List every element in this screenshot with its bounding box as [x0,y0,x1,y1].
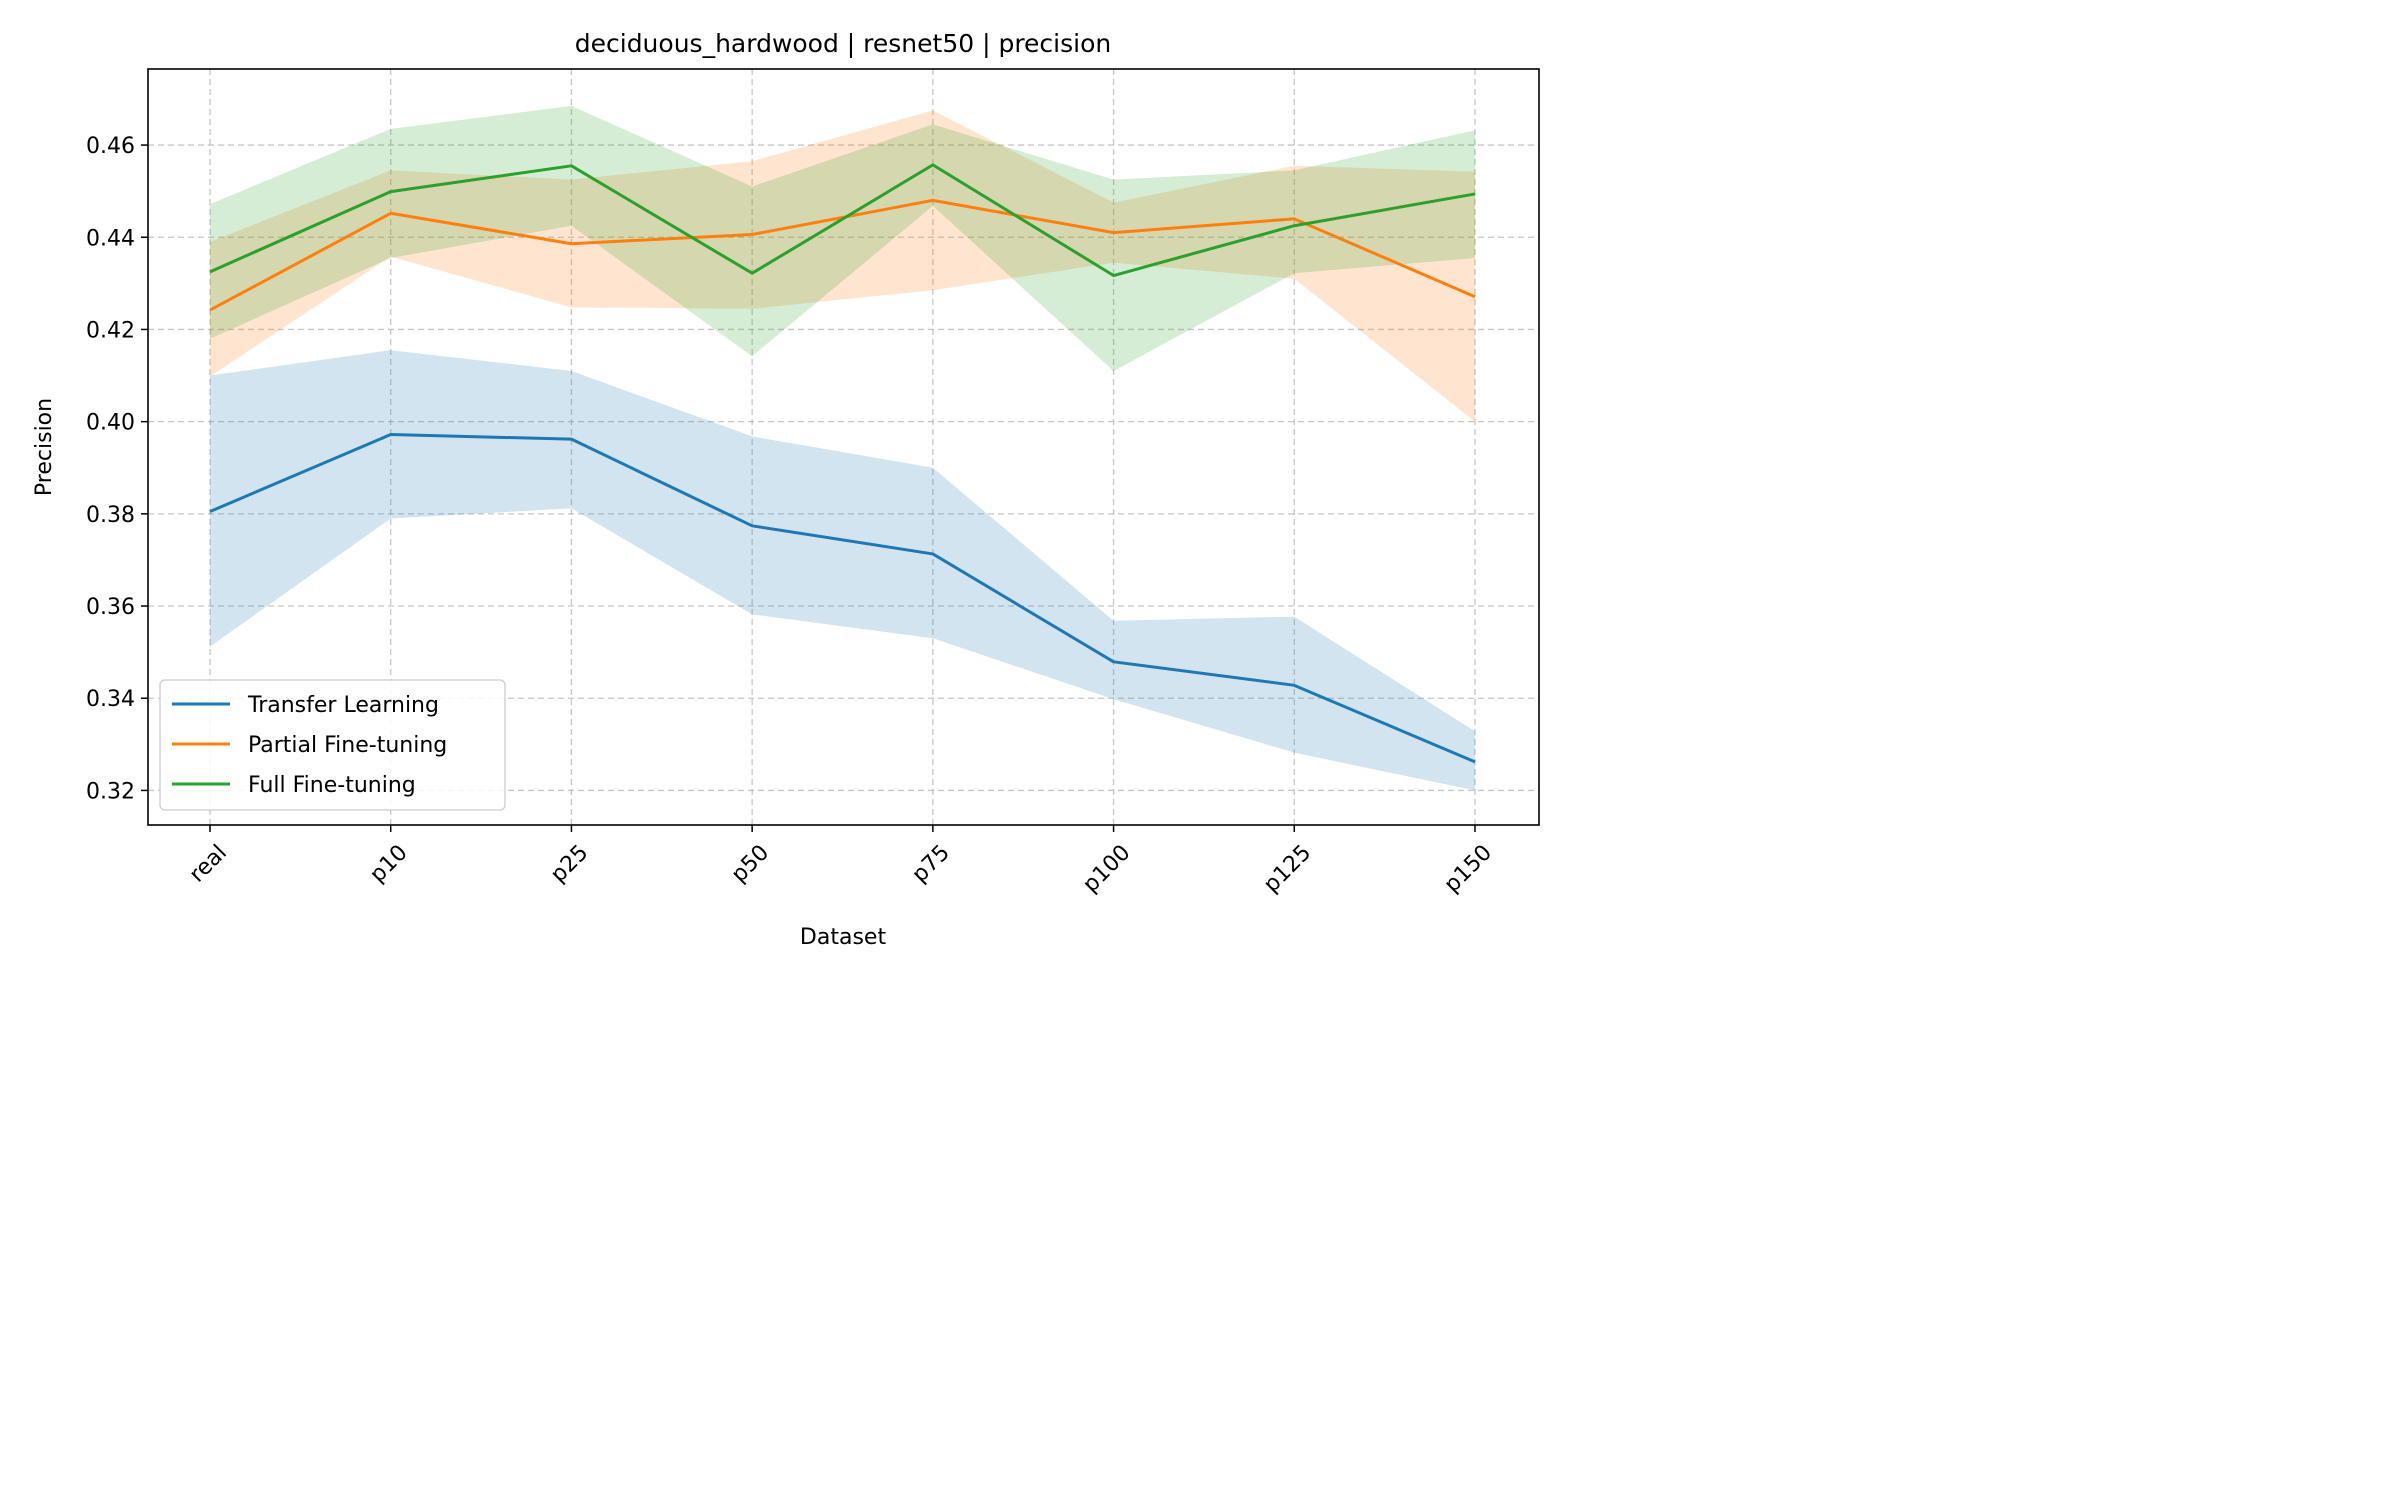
figure-background [0,0,1564,975]
legend-label: Transfer Learning [247,693,439,718]
y-tick-label: 0.42 [86,318,135,343]
series-lines [209,163,1476,764]
y-tick-label: 0.34 [86,687,135,712]
chart-title: deciduous_hardwood | resnet50 | precisio… [575,29,1112,58]
y-axis-label: Precision [32,398,57,496]
series-line [209,163,1476,278]
y-tick-label: 0.46 [86,134,135,159]
y-tick-label: 0.38 [86,503,135,528]
y-tick-label: 0.36 [86,595,135,620]
series-line [209,433,1476,764]
x-axis-label: Dataset [800,925,887,950]
y-tick-label: 0.40 [86,411,135,436]
y-tick-label: 0.44 [86,226,135,251]
legend: Transfer Learning Partial Fine-tuning Full… [159,679,506,811]
legend-label: Partial Fine-tuning [248,733,447,758]
y-tick-label: 0.32 [86,779,135,804]
confidence-band [210,110,1475,422]
y-axis: 0.32 0.34 0.36 0.38 0.40 0.42 0.44 0.46 [86,134,148,804]
plot-frame [147,68,1540,826]
confidence-band [210,350,1475,791]
legend-label: Full Fine-tuning [248,773,416,798]
line-chart: deciduous_hardwood | resnet50 | precisio… [0,0,1564,975]
grid-lines [148,69,1539,825]
legend-box [159,679,506,811]
